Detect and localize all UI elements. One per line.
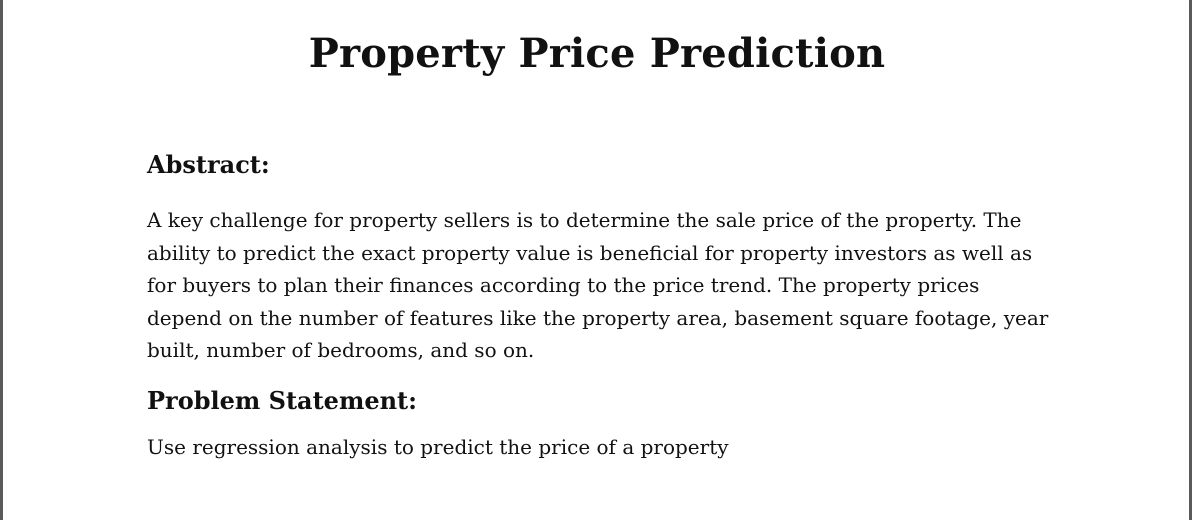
page-edge-left [0, 0, 3, 520]
problem-statement-paragraph: Use regression analysis to predict the p… [147, 435, 729, 459]
abstract-paragraph: A key challenge for property sellers is … [147, 208, 1049, 363]
abstract-heading: Abstract: [147, 150, 270, 179]
problem-statement-heading: Problem Statement: [147, 386, 417, 415]
page-edge-right [1189, 0, 1192, 520]
page-title: Property Price Prediction [308, 30, 886, 77]
